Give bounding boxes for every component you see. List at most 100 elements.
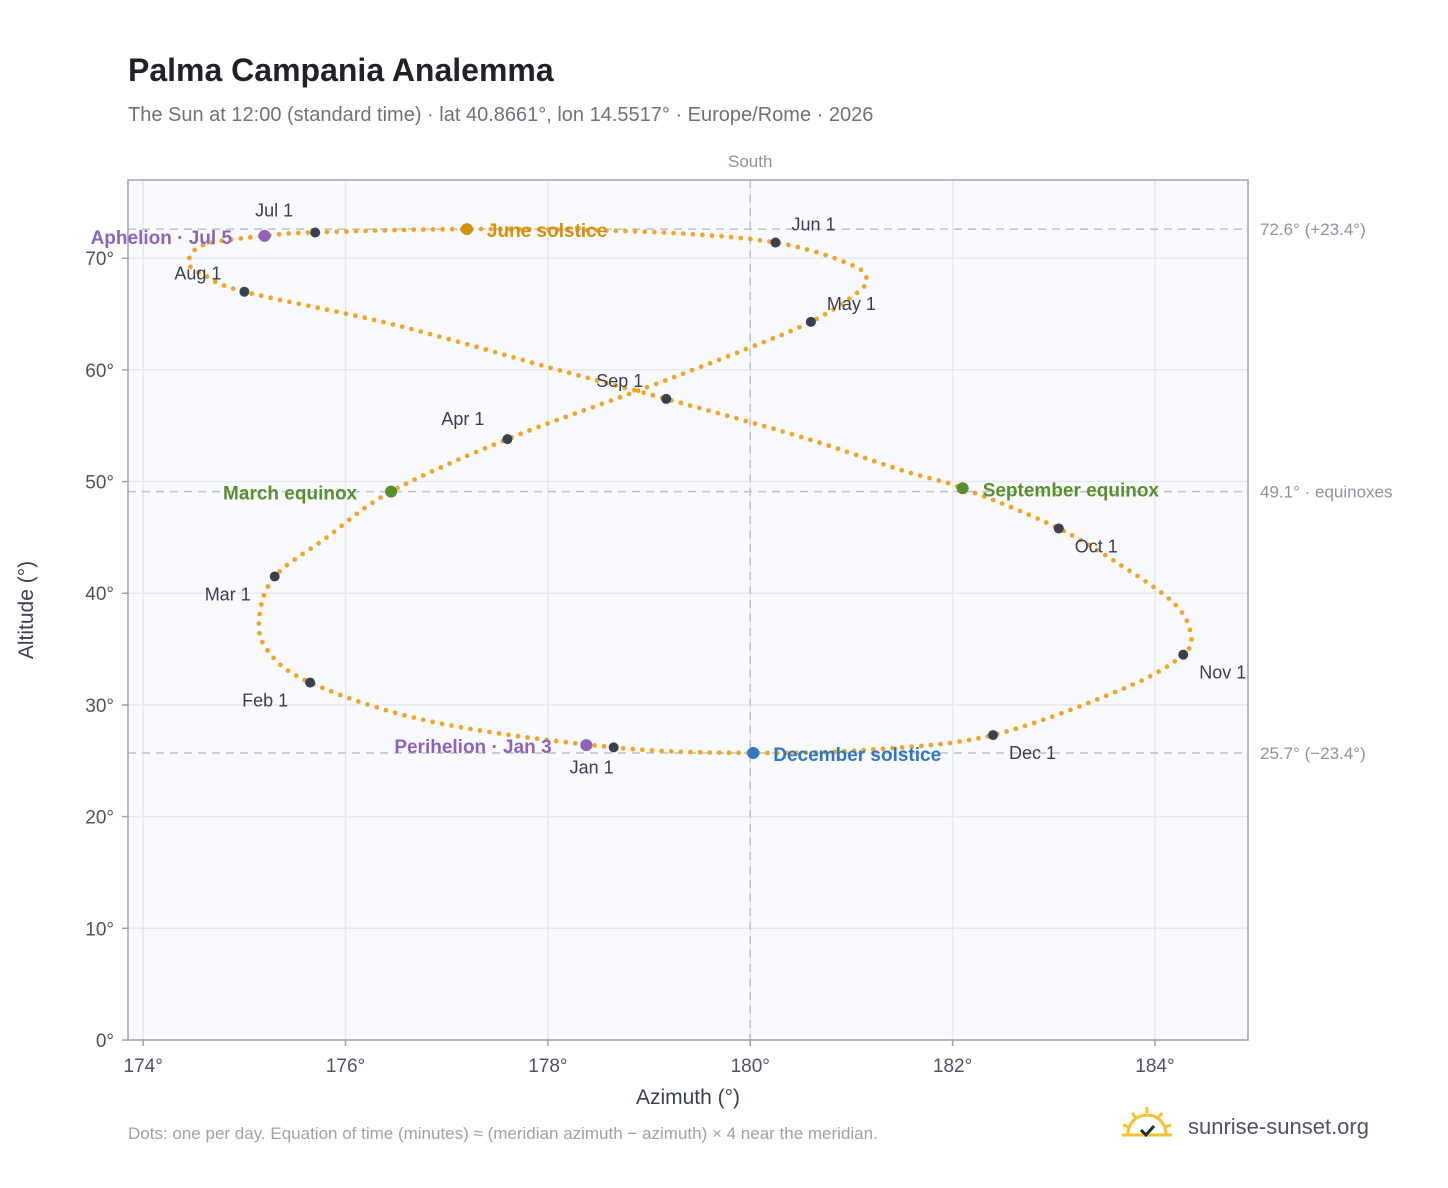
day-dot — [871, 458, 877, 464]
day-dot — [378, 495, 383, 500]
sun-logo-icon — [1120, 1104, 1174, 1149]
day-dot — [640, 747, 645, 753]
day-dot — [474, 344, 479, 350]
day-dot — [418, 329, 424, 334]
day-dot — [1139, 678, 1144, 683]
day-dot — [576, 373, 581, 378]
day-dot — [604, 380, 609, 386]
day-dot — [371, 317, 377, 323]
day-dot — [842, 748, 847, 754]
day-dot — [438, 465, 444, 470]
day-dot — [511, 355, 516, 360]
day-dot — [680, 231, 686, 237]
day-dot — [554, 417, 560, 423]
day-dot — [707, 750, 713, 755]
day-dot — [716, 357, 722, 363]
day-dot — [212, 279, 218, 285]
day-dot — [1156, 669, 1161, 675]
day-dot — [728, 234, 734, 240]
day-dot — [277, 569, 282, 574]
day-dot — [613, 228, 619, 234]
day-dot — [409, 326, 414, 332]
day-dot — [256, 621, 262, 626]
day-dot — [362, 315, 368, 321]
month-marker-label: Jul 1 — [255, 200, 293, 220]
day-dot — [488, 226, 494, 232]
day-dot — [826, 443, 832, 449]
day-dot — [814, 249, 819, 255]
day-dot — [631, 387, 637, 393]
day-dot — [757, 237, 763, 243]
month-markers: Jan 1 Feb 1 Mar 1 Apr 1 May 1 Jun 1 Jul 1 Aug 1… — [174, 200, 1246, 777]
day-dot — [719, 233, 724, 239]
day-dot — [700, 232, 705, 238]
day-dot — [412, 477, 417, 482]
day-dot — [334, 309, 339, 315]
day-dot — [678, 749, 684, 755]
day-dot — [966, 737, 972, 743]
day-dot — [736, 750, 741, 756]
day-dot — [599, 401, 605, 407]
day-dot — [520, 357, 526, 363]
day-dot — [927, 475, 932, 481]
day-dot — [265, 584, 271, 589]
day-dot — [908, 470, 914, 476]
day-dot — [356, 699, 361, 704]
day-dot — [608, 398, 614, 403]
day-dot — [844, 449, 850, 455]
day-dot — [652, 229, 657, 235]
month-marker-label: Sep 1 — [596, 371, 643, 391]
day-dot — [363, 228, 368, 234]
x-tick-label: 174° — [124, 1056, 163, 1077]
day-dot — [365, 702, 370, 707]
day-dot — [501, 352, 507, 358]
day-dot — [188, 264, 193, 270]
day-dot — [539, 362, 544, 368]
day-dot — [293, 673, 299, 679]
day-dot — [1069, 533, 1075, 538]
day-dot — [1008, 504, 1014, 510]
plot-frame — [127, 179, 1249, 1041]
month-marker — [805, 316, 816, 327]
month-marker-label: Jun 1 — [792, 215, 836, 235]
day-dot — [761, 423, 767, 429]
day-dot — [257, 630, 262, 636]
day-dot — [427, 331, 433, 337]
day-dot — [362, 505, 367, 511]
day-dot — [402, 712, 407, 718]
day-dot — [1094, 697, 1100, 702]
day-dot — [515, 733, 521, 739]
day-dot — [808, 437, 813, 443]
day-dot — [734, 350, 740, 356]
day-dot — [346, 695, 352, 701]
day-dot — [1158, 590, 1164, 595]
day-dot — [464, 341, 470, 347]
day-dot — [315, 305, 321, 311]
day-dot — [1173, 602, 1179, 608]
day-dot — [334, 229, 340, 235]
meridian-label: South — [728, 152, 772, 171]
brand[interactable]: sunrise-sunset.org — [1120, 1104, 1369, 1149]
day-dot — [706, 408, 711, 413]
event-marker — [580, 739, 593, 752]
reference-line-label: 72.6° (+23.4°) — [1260, 220, 1366, 239]
day-dot — [601, 744, 607, 749]
day-dot — [529, 360, 535, 366]
day-dot — [779, 332, 785, 338]
day-dot — [662, 378, 668, 383]
day-dot — [390, 322, 396, 327]
day-dot — [238, 236, 244, 241]
day-dot — [613, 382, 619, 388]
event-marker — [956, 482, 969, 495]
day-dot — [1184, 618, 1190, 624]
day-dot — [572, 740, 578, 746]
day-dot — [590, 404, 596, 410]
day-dot — [300, 551, 306, 557]
event-marker — [385, 485, 398, 498]
day-dot — [594, 227, 599, 233]
day-dot — [536, 424, 541, 430]
day-dot — [278, 662, 283, 668]
day-dot — [734, 415, 739, 421]
day-dot — [456, 457, 461, 462]
